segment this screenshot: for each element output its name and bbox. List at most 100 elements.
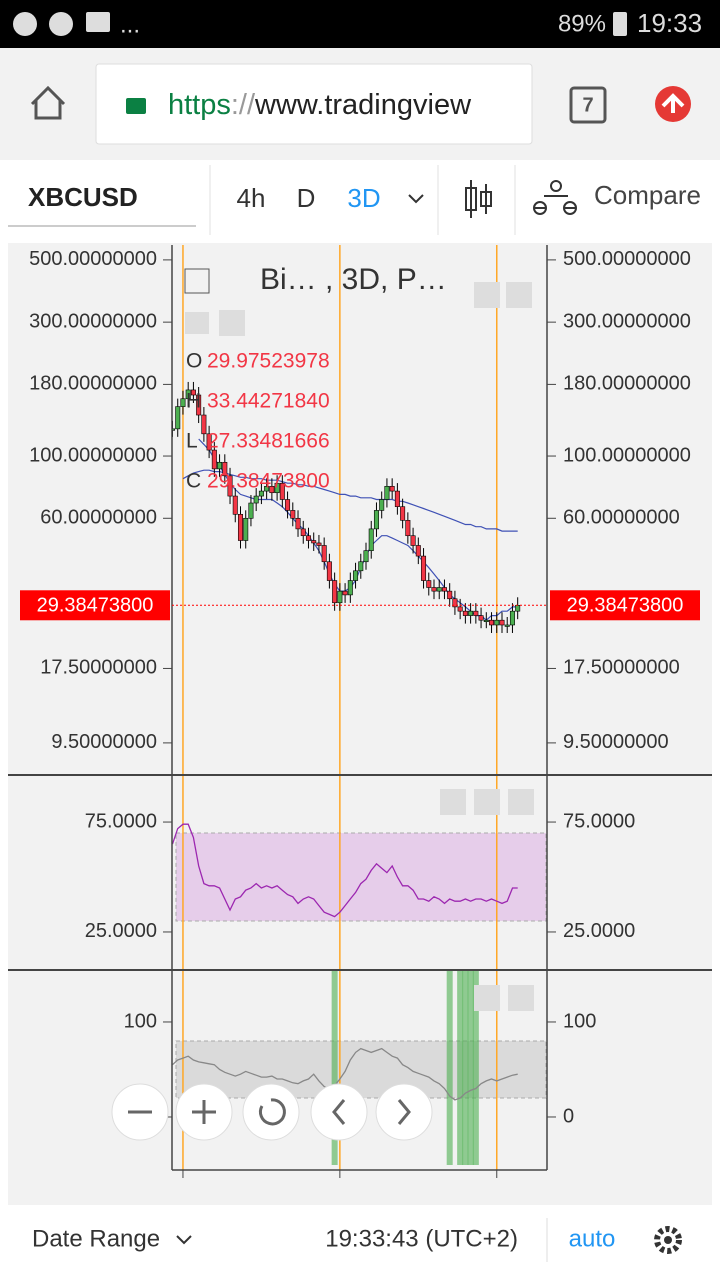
y-tick-label: 180.00000000 (29, 373, 157, 395)
candle-body (285, 499, 291, 511)
y-tick-label: 100.00000000 (29, 444, 157, 466)
candle-body (342, 590, 348, 596)
candle-body (279, 482, 285, 500)
y-tick-label: 500.00000000 (563, 248, 691, 270)
last-price-label: 29.38473800 (567, 595, 684, 617)
legend-icon (219, 310, 245, 336)
y-tick-label: 100 (124, 1010, 157, 1032)
status-icon (49, 12, 73, 36)
candle-body (222, 461, 228, 477)
band (175, 832, 547, 922)
candle-body (462, 610, 468, 616)
y-tick-label: 17.50000000 (40, 657, 157, 679)
panel-button (474, 789, 500, 815)
y-tick-label: 75.0000 (563, 810, 635, 832)
candle-body (373, 510, 379, 530)
moving-average (182, 469, 518, 532)
ohlc-value: 33.44271840 (207, 390, 330, 413)
candle-body (332, 580, 338, 604)
candle-body (305, 535, 311, 541)
auto-scale-button[interactable]: auto (569, 1225, 616, 1252)
chart-style-button[interactable] (465, 180, 492, 218)
y-tick-label: 300.00000000 (29, 310, 157, 332)
candle-body (494, 619, 500, 626)
legend-icon (185, 312, 209, 334)
candle-body (426, 580, 432, 588)
clock: 19:33 (637, 8, 702, 38)
symbol[interactable]: XBCUSD (28, 182, 138, 212)
ohlc-value: 29.38473800 (207, 470, 330, 493)
candle-body (264, 486, 270, 492)
candle-body (468, 610, 474, 616)
zoom-controls (111, 1083, 433, 1141)
interval[interactable]: 3D (347, 183, 380, 213)
url-box[interactable] (95, 63, 533, 145)
highlight-bar (457, 970, 464, 1165)
ohlc-value: 27.33481666 (207, 430, 330, 453)
legend-button (184, 268, 210, 294)
scroll-left-button[interactable] (310, 1083, 368, 1141)
candle-body (326, 561, 332, 581)
candle-body (415, 545, 421, 557)
y-tick-label: 60.00000000 (563, 507, 680, 529)
candle-body (253, 495, 259, 504)
panel-button (474, 282, 500, 308)
y-tick-label: 17.50000000 (563, 657, 680, 679)
candle-body (368, 528, 374, 551)
y-tick-label: 9.50000000 (563, 731, 669, 753)
candle-body (353, 570, 359, 581)
candle-body (337, 590, 343, 604)
candle-body (389, 486, 395, 492)
candle-body (300, 528, 306, 537)
status-icon (86, 12, 110, 32)
tabs-button[interactable] (569, 86, 607, 124)
ohlc-letter: O (186, 350, 202, 373)
candle-body (504, 624, 510, 627)
candle-body (394, 490, 400, 507)
url-host: www.tradingview (254, 89, 472, 121)
candle-body (211, 449, 217, 470)
y-tick-label: 9.50000000 (51, 731, 157, 753)
candle-body (180, 398, 186, 407)
candle-body (405, 520, 411, 537)
icon (258, 1098, 286, 1126)
y-tick-label: 25.0000 (563, 920, 635, 942)
highlight-bar (472, 970, 479, 1165)
candle-body (295, 517, 301, 530)
last-price-box (550, 590, 700, 621)
date-range-button[interactable]: Date Range (32, 1225, 160, 1252)
candle-body (489, 619, 495, 626)
panel-button (474, 985, 500, 1011)
home-button[interactable] (30, 85, 66, 120)
settings-button[interactable] (654, 1226, 682, 1254)
clock: 19:33:43 (UTC+2) (325, 1225, 518, 1252)
y-tick-label: 25.0000 (85, 920, 157, 942)
y-tick-label: 100.00000000 (563, 444, 691, 466)
compare-button[interactable]: Compare (594, 180, 701, 210)
candle-body (473, 610, 479, 616)
candle-body (384, 486, 390, 500)
ohlc-letter: L (186, 430, 198, 453)
indicator-line (172, 823, 518, 918)
y-tick-label: 300.00000000 (563, 310, 691, 332)
candle-body (400, 506, 406, 521)
candle-body (243, 517, 249, 541)
reset-button[interactable] (242, 1083, 300, 1141)
highlight-bar (331, 970, 338, 1165)
candle-body (196, 394, 202, 416)
interval[interactable]: 4h (237, 183, 266, 213)
scroll-right-button[interactable] (375, 1083, 433, 1141)
ohlc-value: 29.97523978 (207, 350, 330, 373)
candle-body (269, 486, 275, 494)
chart: 2018AprJul 500.00000000 500.00000000 300.00… (8, 245, 712, 1178)
candle-body (316, 542, 322, 546)
update-arrow (661, 93, 685, 113)
status-bar (0, 0, 720, 48)
interval-dropdown[interactable] (408, 194, 424, 204)
candle-body (431, 587, 437, 592)
interval[interactable]: D (297, 183, 316, 213)
candle-body (515, 604, 521, 612)
candle-body (499, 619, 505, 626)
